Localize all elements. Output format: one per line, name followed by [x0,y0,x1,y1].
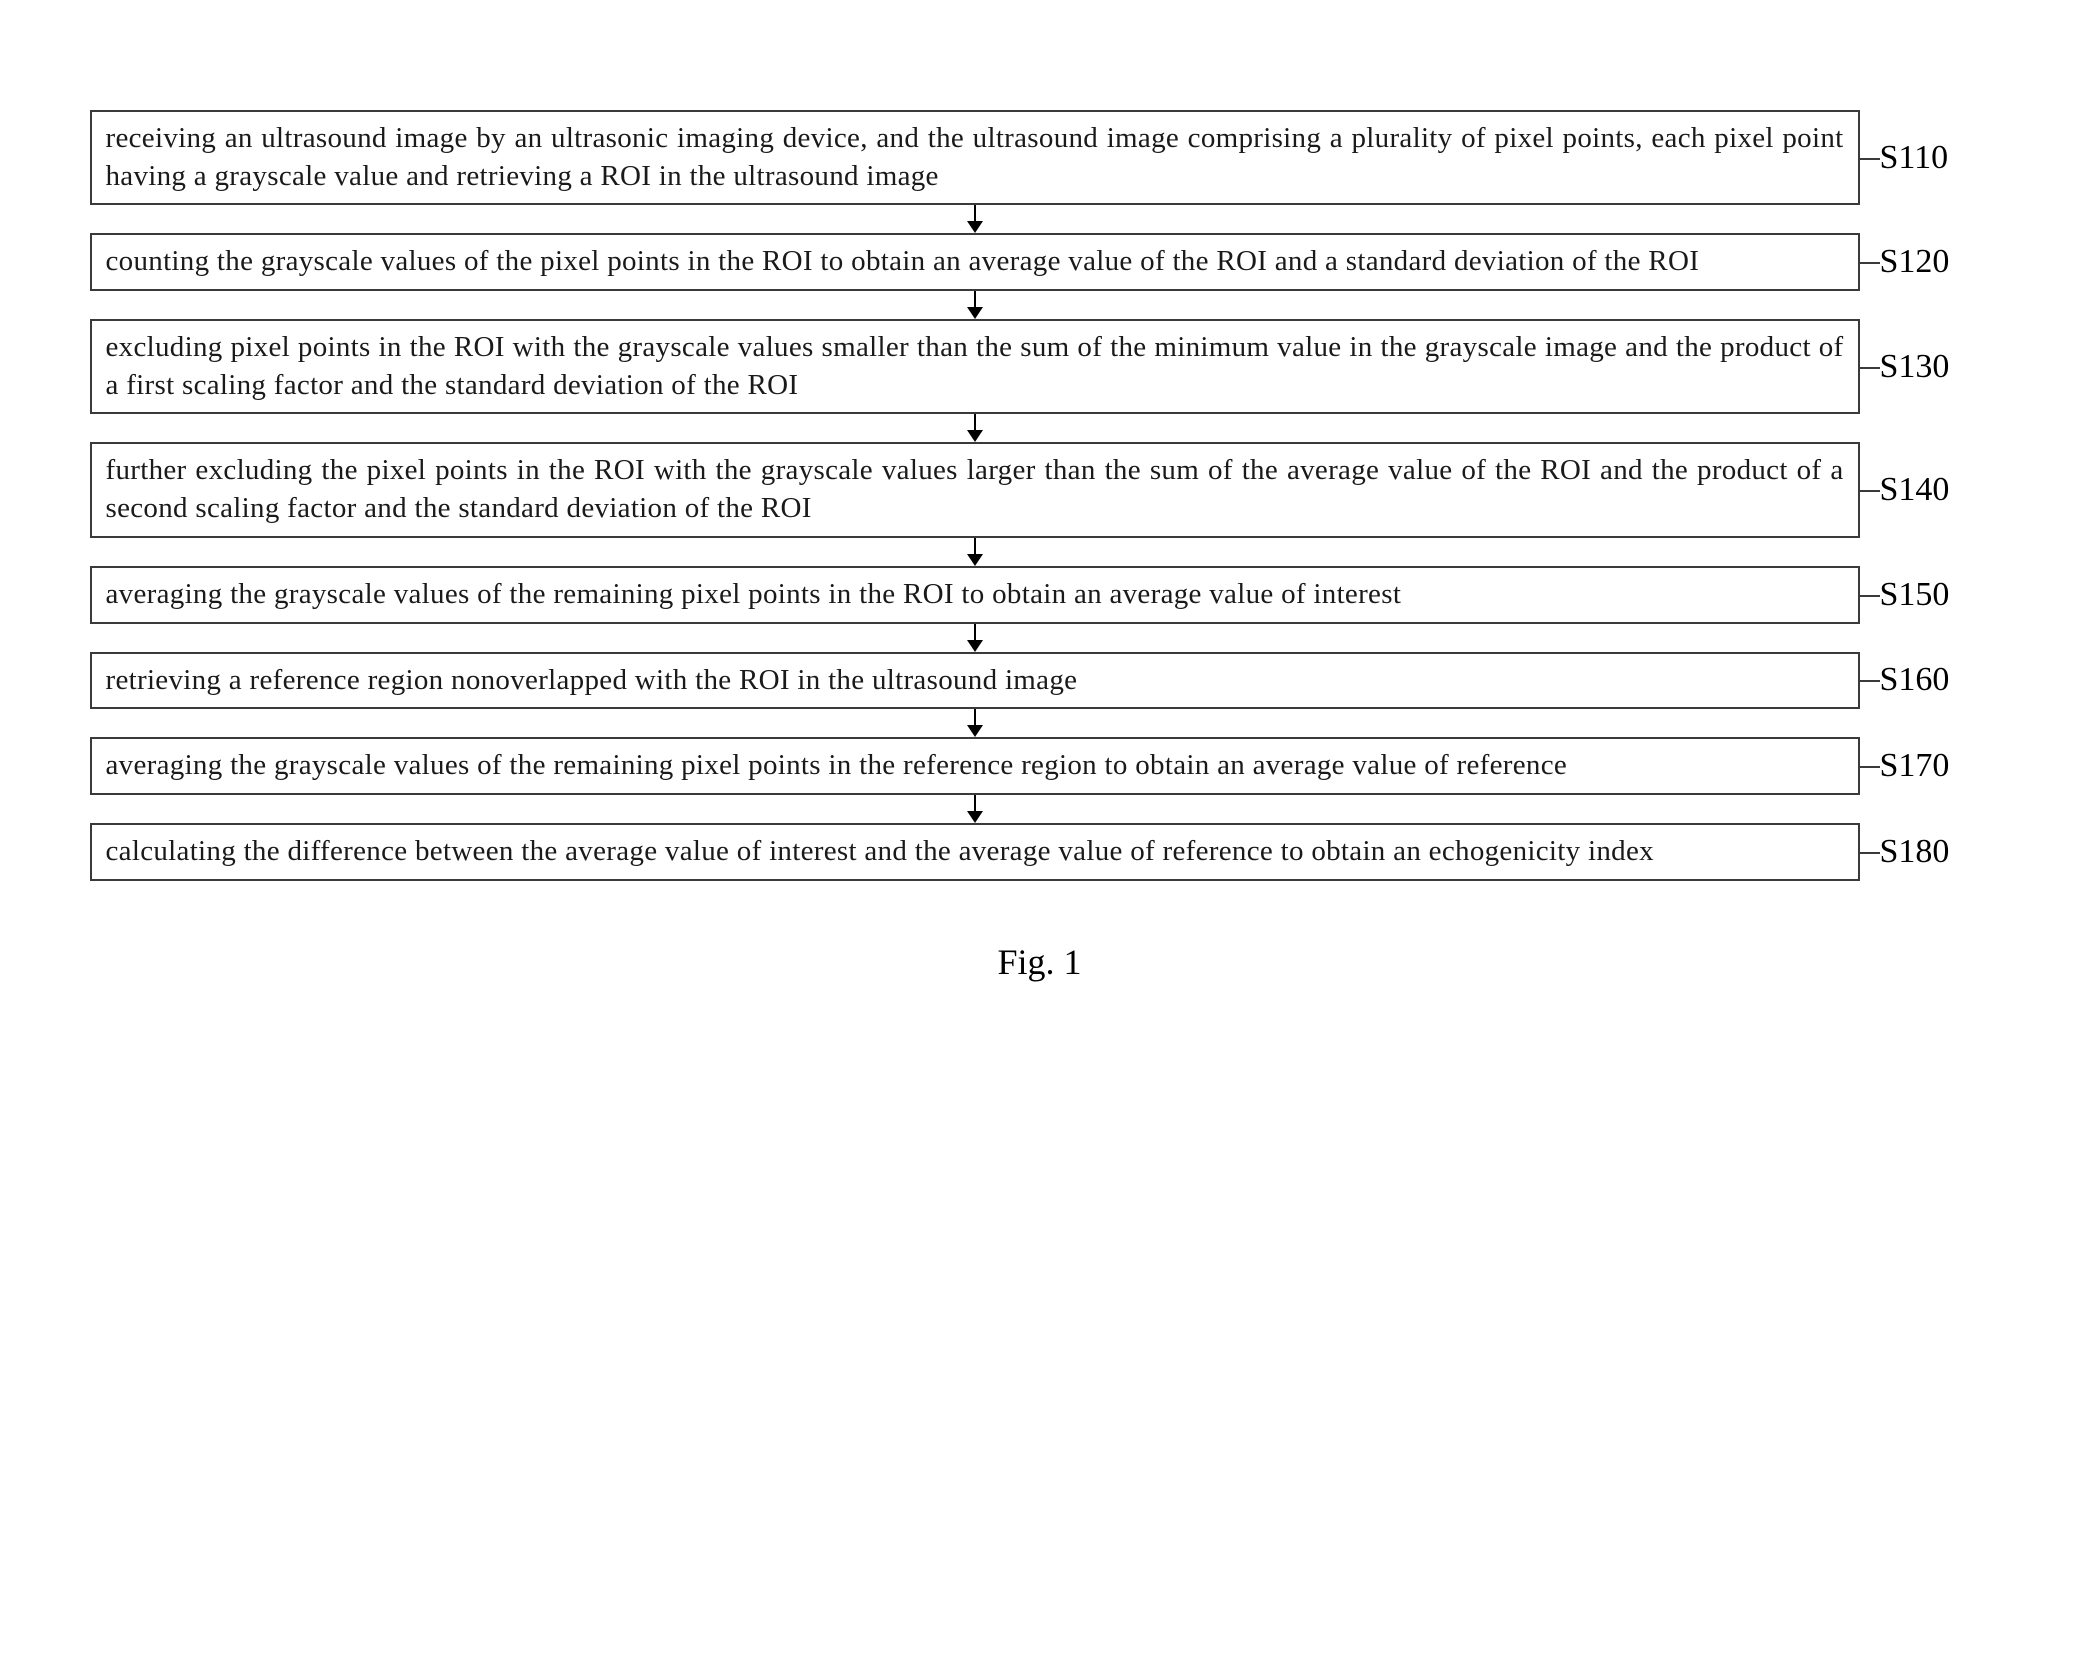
step-row: further excluding the pixel points in th… [90,442,1990,537]
step-box-s160: retrieving a reference region nonoverlap… [90,652,1860,710]
step-box-s120: counting the grayscale values of the pix… [90,233,1860,291]
arrow-icon [967,624,983,652]
step-label: S130 [1880,348,1990,386]
flowchart: receiving an ultrasound image by an ultr… [90,110,1990,881]
arrow-icon [967,414,983,442]
arrow-icon [967,291,983,319]
step-label: S110 [1880,139,1990,177]
step-row: counting the grayscale values of the pix… [90,233,1990,291]
step-label: S140 [1880,471,1990,509]
figure-caption: Fig. 1 [90,941,1990,983]
step-box-s140: further excluding the pixel points in th… [90,442,1860,537]
step-row: excluding pixel points in the ROI with t… [90,319,1990,414]
step-box-s170: averaging the grayscale values of the re… [90,737,1860,795]
step-row: calculating the difference between the a… [90,823,1990,881]
step-label: S150 [1880,576,1990,614]
step-box-s150: averaging the grayscale values of the re… [90,566,1860,624]
arrow-icon [967,538,983,566]
step-label: S170 [1880,747,1990,785]
flowchart-container: S100 receiving an ultrasound image by an… [90,110,1990,983]
step-box-s180: calculating the difference between the a… [90,823,1860,881]
step-row: receiving an ultrasound image by an ultr… [90,110,1990,205]
step-label: S160 [1880,661,1990,699]
step-label: S120 [1880,243,1990,281]
step-row: averaging the grayscale values of the re… [90,737,1990,795]
arrow-icon [967,709,983,737]
arrow-icon [967,205,983,233]
step-row: averaging the grayscale values of the re… [90,566,1990,624]
arrow-icon [967,795,983,823]
step-box-s130: excluding pixel points in the ROI with t… [90,319,1860,414]
step-box-s110: receiving an ultrasound image by an ultr… [90,110,1860,205]
step-label: S180 [1880,833,1990,871]
step-row: retrieving a reference region nonoverlap… [90,652,1990,710]
